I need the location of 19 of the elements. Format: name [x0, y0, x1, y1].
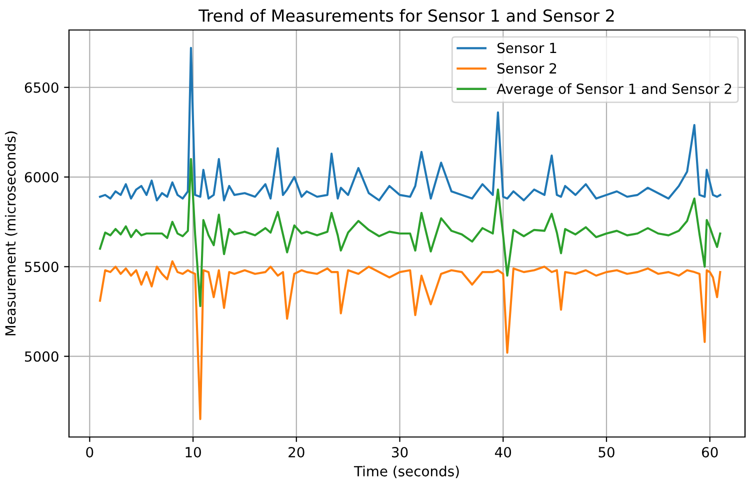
x-axis-title: Time (seconds) [354, 466, 459, 478]
x-tick-label: 10 [186, 446, 201, 458]
legend-label: Average of Sensor 1 and Sensor 2 [496, 83, 732, 97]
x-tick-label: 20 [288, 446, 304, 458]
chart-title: Trend of Measurements for Sensor 1 and Sensor 2 [198, 9, 614, 22]
y-tick-label: 6000 [24, 172, 58, 182]
y-tick-label: 5000 [25, 351, 58, 362]
legend-label: Sensor 2 [497, 63, 556, 74]
y-tick-label: 6500 [24, 82, 58, 93]
x-tick-label: 60 [702, 446, 718, 458]
x-tick-label: 30 [392, 446, 408, 458]
y-tick-label: 5500 [25, 262, 58, 272]
legend-label: Sensor 1 [497, 42, 556, 54]
line-series [98, 260, 722, 420]
line-series [98, 158, 722, 308]
y-axis-title: Measurement (microseconds) [4, 132, 18, 336]
x-tick-label: 50 [598, 446, 614, 458]
x-tick-label: 40 [494, 446, 512, 458]
x-tick-label: 0 [86, 446, 94, 458]
